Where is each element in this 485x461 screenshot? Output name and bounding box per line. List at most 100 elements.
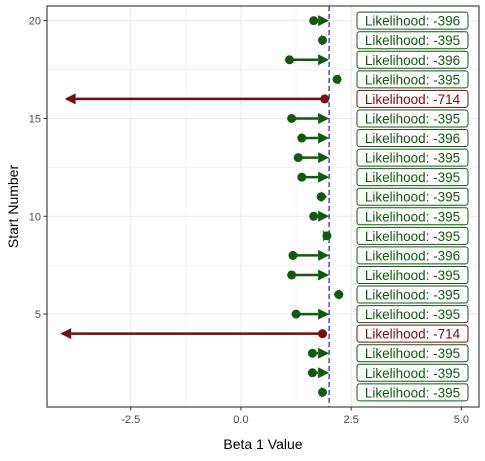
- likelihood-label-box: [356, 207, 469, 226]
- likelihood-label-box: [356, 70, 469, 89]
- likelihood-label: Likelihood: -395: [356, 148, 469, 167]
- likelihood-label: Likelihood: -396: [356, 50, 469, 69]
- start-point: [287, 270, 297, 280]
- likelihood-label-box: [356, 129, 469, 148]
- likelihood-label-text: Likelihood: -396: [365, 53, 460, 68]
- arrow-head: [60, 328, 72, 340]
- likelihood-label-box: [356, 89, 469, 108]
- likelihood-label-text: Likelihood: -395: [365, 209, 460, 224]
- start-point: [284, 55, 294, 65]
- x-axis-ticks: -2.5 0.0 2.5 5.0: [121, 407, 469, 426]
- start-point: [318, 329, 328, 339]
- arrow-head: [318, 308, 330, 320]
- likelihood-label-box: [356, 168, 469, 187]
- likelihood-label-box: [356, 324, 469, 343]
- likelihood-label-box: [356, 148, 469, 167]
- likelihood-label-box: [356, 109, 469, 128]
- likelihood-label-text: Likelihood: -395: [365, 385, 460, 400]
- start-point: [297, 133, 307, 143]
- likelihood-label-text: Likelihood: -396: [365, 248, 460, 263]
- likelihood-label-text: Likelihood: -395: [365, 346, 460, 361]
- likelihood-label-text: Likelihood: -395: [365, 151, 460, 166]
- y-axis-ticks: 5 10 15 20: [29, 16, 47, 321]
- likelihood-label-text: Likelihood: -395: [365, 366, 460, 381]
- y-tick-label: 20: [29, 16, 41, 28]
- likelihood-label-text: Likelihood: -395: [365, 170, 460, 185]
- likelihood-label-box: [356, 11, 469, 30]
- likelihood-label-box: [356, 246, 469, 265]
- y-tick-label: 5: [35, 309, 41, 321]
- likelihood-label: Likelihood: -395: [356, 31, 469, 50]
- arrow-head: [318, 54, 330, 66]
- likelihood-label: Likelihood: -714: [356, 89, 469, 108]
- start-point: [309, 16, 319, 26]
- panel-border: [46, 5, 480, 408]
- likelihood-label: Likelihood: -395: [356, 344, 469, 363]
- start-point: [322, 231, 332, 241]
- likelihood-label-text: Likelihood: -714: [365, 92, 461, 107]
- data-marks: [60, 15, 344, 398]
- likelihood-label: Likelihood: -395: [356, 363, 469, 382]
- start-point: [297, 172, 307, 182]
- likelihood-label: Likelihood: -395: [356, 285, 469, 304]
- likelihood-label-box: [356, 305, 469, 324]
- likelihood-label: Likelihood: -395: [356, 70, 469, 89]
- y-axis-title: Start Number: [5, 165, 21, 249]
- arrow-head: [318, 249, 330, 261]
- likelihood-label-text: Likelihood: -395: [365, 288, 460, 303]
- likelihood-label: Likelihood: -395: [356, 305, 469, 324]
- likelihood-label: Likelihood: -396: [356, 129, 469, 148]
- start-point: [287, 113, 297, 123]
- arrow-head: [318, 15, 330, 27]
- likelihood-label-text: Likelihood: -395: [365, 229, 460, 244]
- start-point: [332, 74, 342, 84]
- likelihood-label-text: Likelihood: -714: [365, 327, 461, 342]
- likelihood-label: Likelihood: -395: [356, 109, 469, 128]
- x-tick-label: 0.0: [233, 414, 248, 426]
- likelihood-label: Likelihood: -714: [356, 324, 469, 343]
- likelihood-label-box: [356, 285, 469, 304]
- start-point: [334, 290, 344, 300]
- arrow-head: [318, 112, 330, 124]
- start-point: [288, 250, 298, 260]
- likelihood-label: Likelihood: -395: [356, 187, 469, 206]
- likelihood-label-text: Likelihood: -395: [365, 33, 460, 48]
- likelihood-label-box: [356, 187, 469, 206]
- x-tick-label: -2.5: [121, 414, 140, 426]
- likelihood-label-box: [356, 31, 469, 50]
- likelihood-label: Likelihood: -396: [356, 11, 469, 30]
- x-tick-label: 5.0: [454, 414, 469, 426]
- start-point: [291, 309, 301, 319]
- start-point: [320, 94, 330, 104]
- y-tick-label: 10: [29, 211, 41, 223]
- likelihood-label: Likelihood: -396: [356, 246, 469, 265]
- likelihood-label: Likelihood: -395: [356, 265, 469, 284]
- likelihood-label: Likelihood: -395: [356, 168, 469, 187]
- likelihood-label: Likelihood: -395: [356, 207, 469, 226]
- likelihood-label-text: Likelihood: -395: [365, 72, 460, 87]
- likelihood-label-box: [356, 383, 469, 402]
- likelihood-label-text: Likelihood: -396: [365, 131, 460, 146]
- arrow-head: [318, 171, 330, 183]
- y-tick-label: 15: [29, 113, 41, 125]
- likelihood-labels: Likelihood: -395 Likelihood: -395 Likeliho…: [356, 11, 469, 402]
- likelihood-label-text: Likelihood: -395: [365, 111, 460, 126]
- start-point: [307, 368, 317, 378]
- likelihood-label: Likelihood: -395: [356, 226, 469, 245]
- start-point: [293, 153, 303, 163]
- arrow-head: [318, 132, 330, 144]
- likelihood-label-text: Likelihood: -396: [365, 14, 460, 29]
- arrow-head: [318, 210, 330, 222]
- likelihood-label-text: Likelihood: -395: [365, 190, 460, 205]
- start-point: [316, 192, 326, 202]
- arrow-head: [64, 93, 76, 105]
- arrow-head: [318, 152, 330, 164]
- x-axis-title: Beta 1 Value: [223, 436, 302, 452]
- likelihood-label-text: Likelihood: -395: [365, 307, 460, 322]
- arrow-head: [318, 269, 330, 281]
- likelihood-label-box: [356, 344, 469, 363]
- arrow-head: [318, 347, 330, 359]
- x-tick-label: 2.5: [344, 414, 359, 426]
- likelihood-label-box: [356, 363, 469, 382]
